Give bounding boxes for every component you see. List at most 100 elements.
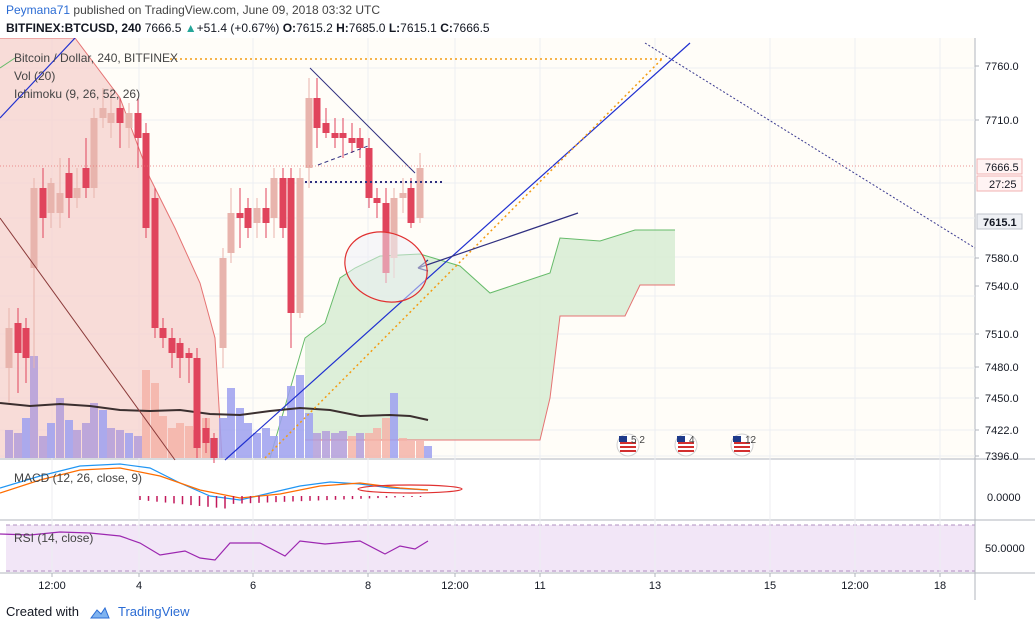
tradingview-link[interactable]: TradingView — [118, 604, 190, 619]
macd-tick-label: 0.0000 — [987, 492, 1021, 504]
trendline-left-blue — [0, 38, 76, 119]
published-text: published on TradingView.com, June 09, 2… — [73, 3, 381, 17]
candle-body — [322, 123, 330, 133]
high-label: H: — [336, 21, 349, 35]
price-tick-label: 7480.0 — [985, 362, 1019, 374]
volume-bar — [424, 446, 432, 458]
volume-bar — [116, 430, 124, 458]
candle-body — [236, 213, 244, 218]
volume-bar — [56, 398, 64, 458]
ohlc-line: BITFINEX:BTCUSD, 240 7666.5 ▲+51.4 (+0.6… — [6, 21, 490, 35]
candle-body — [279, 178, 287, 228]
time-tick-label: 8 — [365, 580, 371, 592]
volume-bar — [39, 436, 47, 458]
arrow-line — [417, 212, 579, 269]
candle-body — [399, 193, 407, 198]
flag-stripes — [678, 442, 694, 452]
volume-bar — [82, 423, 90, 458]
volume-bar — [244, 423, 252, 458]
volume-bar — [99, 410, 107, 458]
candle-body — [296, 178, 304, 313]
candle-body — [125, 113, 133, 128]
countdown-tag-box — [976, 175, 1023, 192]
volume-bar — [65, 420, 73, 458]
flag-canton — [619, 436, 627, 442]
footer: Created with TradingView — [6, 604, 190, 620]
price-tick-label: 7422.0 — [985, 425, 1019, 437]
macd-pane — [0, 461, 975, 519]
ichimoku-cloud-red — [0, 38, 222, 458]
candle-body — [287, 178, 295, 313]
event-label: 12 — [745, 435, 757, 446]
volume-bar — [382, 418, 390, 458]
candle-body — [90, 118, 98, 188]
candle-body — [30, 188, 38, 268]
candle-body — [151, 198, 159, 328]
volume-bar — [219, 418, 227, 458]
candle-body — [168, 338, 176, 353]
candle-body — [253, 208, 261, 223]
candle-body — [390, 198, 398, 258]
price-tick-label: 7510.0 — [985, 329, 1019, 341]
volume-bar — [407, 441, 415, 458]
volume-bar — [90, 403, 98, 458]
time-tick-label: 18 — [934, 580, 946, 592]
highlight-ellipse — [344, 231, 428, 303]
volume-bar — [30, 356, 38, 458]
rsi-line — [0, 531, 429, 561]
volume-bar — [107, 428, 115, 458]
price-tick-label: 7580.0 — [985, 253, 1019, 265]
event-label: 4 — [689, 435, 695, 446]
candle-body — [73, 188, 81, 198]
legend-ichimoku: Ichimoku (9, 26, 52, 26) — [14, 87, 140, 101]
flag-stripes — [620, 442, 636, 452]
volume-bar — [390, 393, 398, 458]
ichimoku-span-b-left — [0, 38, 223, 459]
candle-body — [270, 178, 278, 218]
candle-body — [65, 173, 73, 198]
candle-body — [262, 208, 270, 223]
volume-bar — [339, 431, 347, 458]
up-arrow-icon: ▲ — [184, 21, 197, 35]
low-value: 7615.1 — [400, 21, 437, 35]
time-tick-label: 12:00 — [841, 580, 869, 592]
volume-bar — [176, 423, 184, 458]
close-label: C: — [440, 21, 453, 35]
trendline-support-blue — [224, 42, 691, 461]
candle-body — [116, 108, 124, 123]
event-label: 5 2 — [631, 435, 645, 446]
rsi-band — [6, 525, 975, 572]
volume-bar — [416, 441, 424, 458]
low-tag-box — [976, 213, 1023, 230]
author-link[interactable]: Peymana71 — [6, 3, 71, 17]
legend-macd: MACD (12, 26, close, 9) — [14, 471, 142, 485]
volume-bar — [168, 428, 176, 458]
price-tick-label: 7450.0 — [985, 393, 1019, 405]
ichimoku-span-b — [305, 284, 675, 441]
candle-body — [339, 133, 347, 138]
volume-bar — [253, 433, 261, 458]
price-tick-label: 7396.0 — [985, 451, 1019, 463]
price-tick-label: 7710.0 — [985, 115, 1019, 127]
macd-signal-line — [0, 467, 429, 499]
volume-bar — [151, 383, 159, 458]
candle-body — [22, 328, 30, 358]
candle-body — [5, 328, 13, 368]
candle-body — [373, 198, 381, 203]
flag-canton — [677, 436, 685, 442]
volume-bar — [125, 433, 133, 458]
countdown-tag: 27:25 — [989, 179, 1017, 191]
volume-bar — [356, 433, 364, 458]
created-with-text: Created with — [6, 604, 79, 619]
trendline-resistance — [309, 67, 416, 174]
low-tag: 7615.1 — [983, 217, 1017, 229]
publish-info: Peymana71 published on TradingView.com, … — [6, 3, 380, 17]
legend-rsi: RSI (14, close) — [14, 531, 93, 545]
volume-bar — [22, 418, 30, 458]
last-price-tag-box — [976, 158, 1023, 175]
price-change: +51.4 (+0.67%) — [196, 21, 280, 35]
legend-title: Bitcoin / Dollar, 240, BITFINEX — [14, 51, 178, 65]
candle-body — [99, 108, 107, 118]
chart-canvas[interactable]: 5 2 4 12 Bitcoin / Dollar, 240, BITFINEX Vol… — [0, 38, 1035, 600]
candle-body — [176, 343, 184, 358]
